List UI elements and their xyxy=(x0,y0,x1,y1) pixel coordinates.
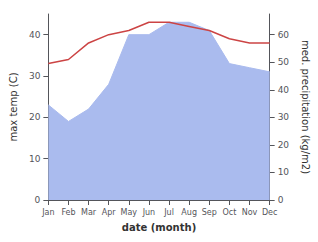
svg-text:50: 50 xyxy=(278,57,290,67)
svg-text:Nov: Nov xyxy=(242,208,258,217)
svg-text:0: 0 xyxy=(278,195,284,205)
svg-text:30: 30 xyxy=(29,71,41,81)
svg-text:0: 0 xyxy=(35,195,41,205)
svg-text:Feb: Feb xyxy=(61,208,75,217)
svg-text:20: 20 xyxy=(29,112,41,122)
svg-text:40: 40 xyxy=(29,30,41,40)
svg-text:20: 20 xyxy=(278,140,290,150)
svg-text:Jan: Jan xyxy=(41,208,54,217)
svg-text:Aug: Aug xyxy=(181,208,197,217)
svg-text:10: 10 xyxy=(29,154,41,164)
svg-text:40: 40 xyxy=(278,85,290,95)
svg-text:Apr: Apr xyxy=(102,208,117,217)
svg-text:med. precipitation (kg/m2): med. precipitation (kg/m2) xyxy=(300,40,311,174)
svg-text:Jul: Jul xyxy=(163,208,174,217)
svg-text:May: May xyxy=(121,208,138,217)
svg-text:10: 10 xyxy=(278,167,290,177)
svg-text:Mar: Mar xyxy=(81,208,97,217)
svg-text:60: 60 xyxy=(278,30,290,40)
svg-text:max temp (C): max temp (C) xyxy=(8,72,19,141)
svg-text:date (month): date (month) xyxy=(122,222,196,233)
svg-text:30: 30 xyxy=(278,112,290,122)
svg-text:Jun: Jun xyxy=(142,208,156,217)
svg-text:Oct: Oct xyxy=(222,208,236,217)
svg-text:Sep: Sep xyxy=(202,208,217,217)
svg-text:Dec: Dec xyxy=(262,208,277,217)
